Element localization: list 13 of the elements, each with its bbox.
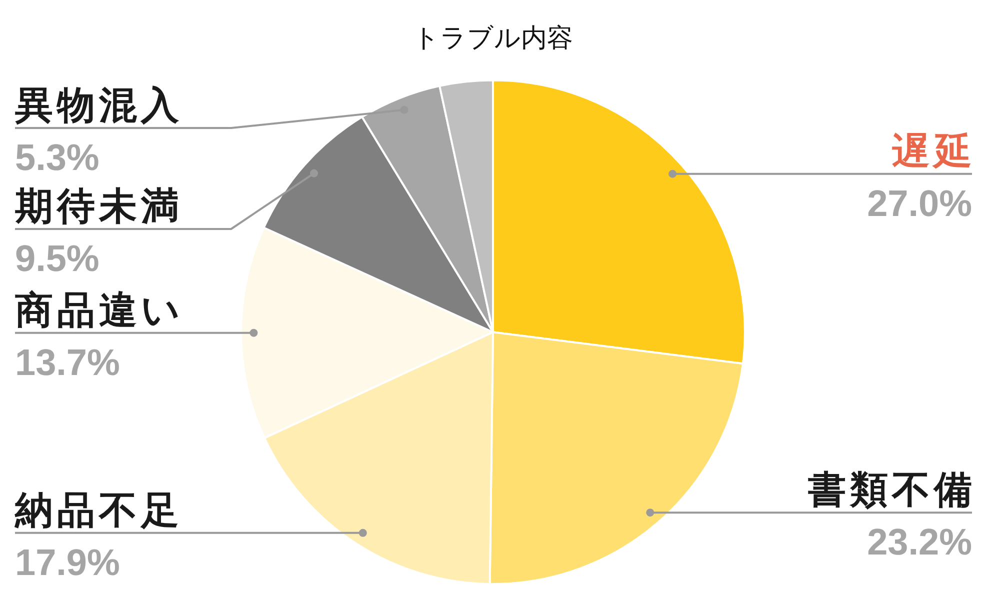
slice-label: 商品違い [15,288,184,332]
data-label: 27.0% [867,182,972,224]
slice-label: 遅延 [891,128,976,173]
chart-title: トラブル内容 [413,23,573,54]
data-label: 9.5% [15,238,100,279]
slice-label: 書類不備 [808,468,976,512]
slice-label: 納品不足 [14,488,183,532]
data-label: 23.2% [867,522,972,563]
data-label: 5.3% [15,137,100,178]
slice-label: 期待未満 [14,184,183,228]
slice-label: 異物混入 [15,83,183,127]
data-label: 17.9% [15,542,120,583]
data-label: 13.7% [15,342,120,383]
